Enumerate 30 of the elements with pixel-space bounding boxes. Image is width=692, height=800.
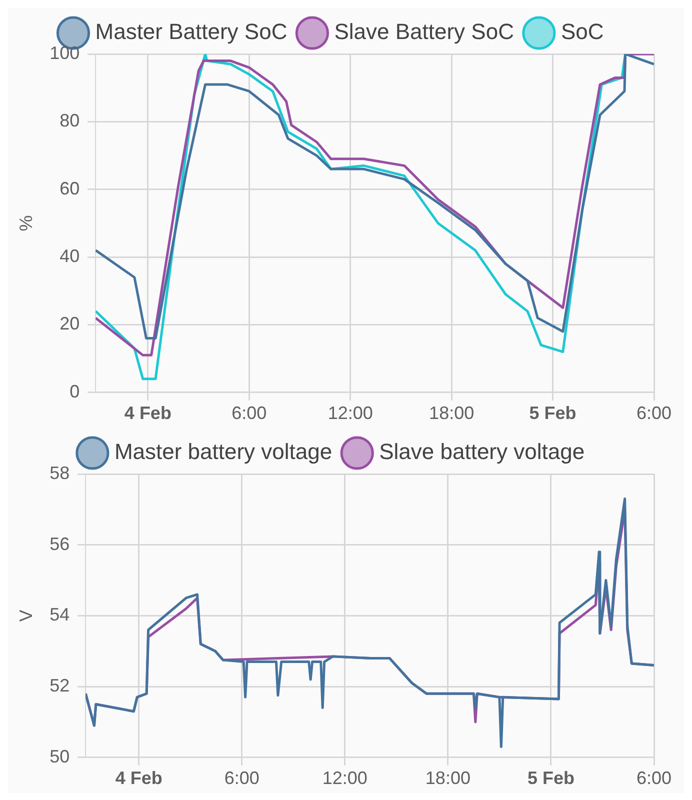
x-tick-label: 6:00 — [232, 403, 267, 424]
y-tick-label: 50 — [50, 746, 70, 766]
y-tick-label: 54 — [50, 604, 70, 625]
legend-label: Master battery voltage — [114, 439, 332, 464]
x-tick-label: 4 Feb — [115, 768, 162, 788]
y-tick-label: 0 — [70, 381, 80, 402]
legend-label: SoC — [560, 19, 604, 44]
y-tick-label: 56 — [50, 534, 70, 554]
legend-label: Master Battery SoC — [95, 19, 288, 44]
y-axis-title: V — [16, 610, 36, 622]
y-tick-label: 58 — [50, 462, 70, 483]
x-tick-label: 6:00 — [636, 768, 672, 788]
y-tick-label: 20 — [60, 314, 80, 334]
y-tick-label: 100 — [50, 42, 80, 63]
x-tick-label: 12:00 — [328, 403, 373, 424]
y-tick-label: 60 — [60, 178, 80, 198]
x-tick-label: 5 Feb — [527, 768, 574, 788]
x-tick-label: 5 Feb — [529, 403, 576, 424]
x-tick-label: 18:00 — [429, 403, 474, 424]
y-axis-title: % — [16, 215, 36, 232]
x-tick-label: 18:00 — [425, 768, 470, 788]
legend-label: Slave battery voltage — [379, 439, 585, 464]
x-tick-label: 4 Feb — [124, 403, 172, 424]
x-tick-label: 12:00 — [322, 768, 368, 788]
x-tick-label: 6:00 — [224, 768, 260, 788]
x-tick-label: 6:00 — [636, 403, 672, 424]
legend-label: Slave Battery SoC — [334, 19, 514, 44]
y-tick-label: 80 — [60, 110, 80, 131]
y-tick-label: 52 — [50, 676, 70, 696]
y-tick-label: 40 — [60, 246, 80, 266]
